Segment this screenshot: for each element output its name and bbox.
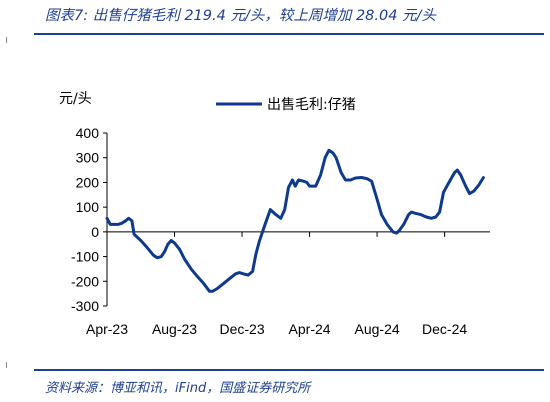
top-divider	[34, 33, 544, 35]
x-tick-label: Apr-23	[86, 321, 128, 337]
y-tick-label: 100	[76, 199, 100, 215]
y-tick-label: 400	[76, 125, 100, 141]
y-axis-unit-label: 元/头	[59, 91, 92, 107]
corner-mark-bottom	[6, 362, 7, 368]
y-tick-label: 0	[91, 224, 99, 240]
chart-title: 图表7: 出售仔猪毛利 219.4 元/头，较上周增加 28.04 元/头	[45, 8, 436, 24]
x-tick-label: Aug-24	[355, 321, 400, 337]
legend-label: 出售毛利:仔猪	[267, 97, 356, 113]
bottom-divider	[34, 369, 544, 371]
y-tick-label: 200	[76, 174, 100, 190]
y-tick-label: -100	[71, 249, 99, 265]
y-tick-label: 300	[76, 150, 100, 166]
y-tick-label: -300	[71, 298, 99, 314]
x-tick-label: Aug-23	[152, 321, 197, 337]
series-line	[105, 148, 485, 293]
corner-mark-top	[6, 37, 7, 43]
x-tick-label: Dec-24	[422, 321, 467, 337]
y-tick-label: -200	[71, 273, 99, 289]
x-tick-label: Dec-23	[219, 321, 264, 337]
source-note: 资料来源：博亚和讯，iFind，国盛证券研究所	[45, 381, 311, 396]
x-tick-label: Apr-24	[289, 321, 331, 337]
